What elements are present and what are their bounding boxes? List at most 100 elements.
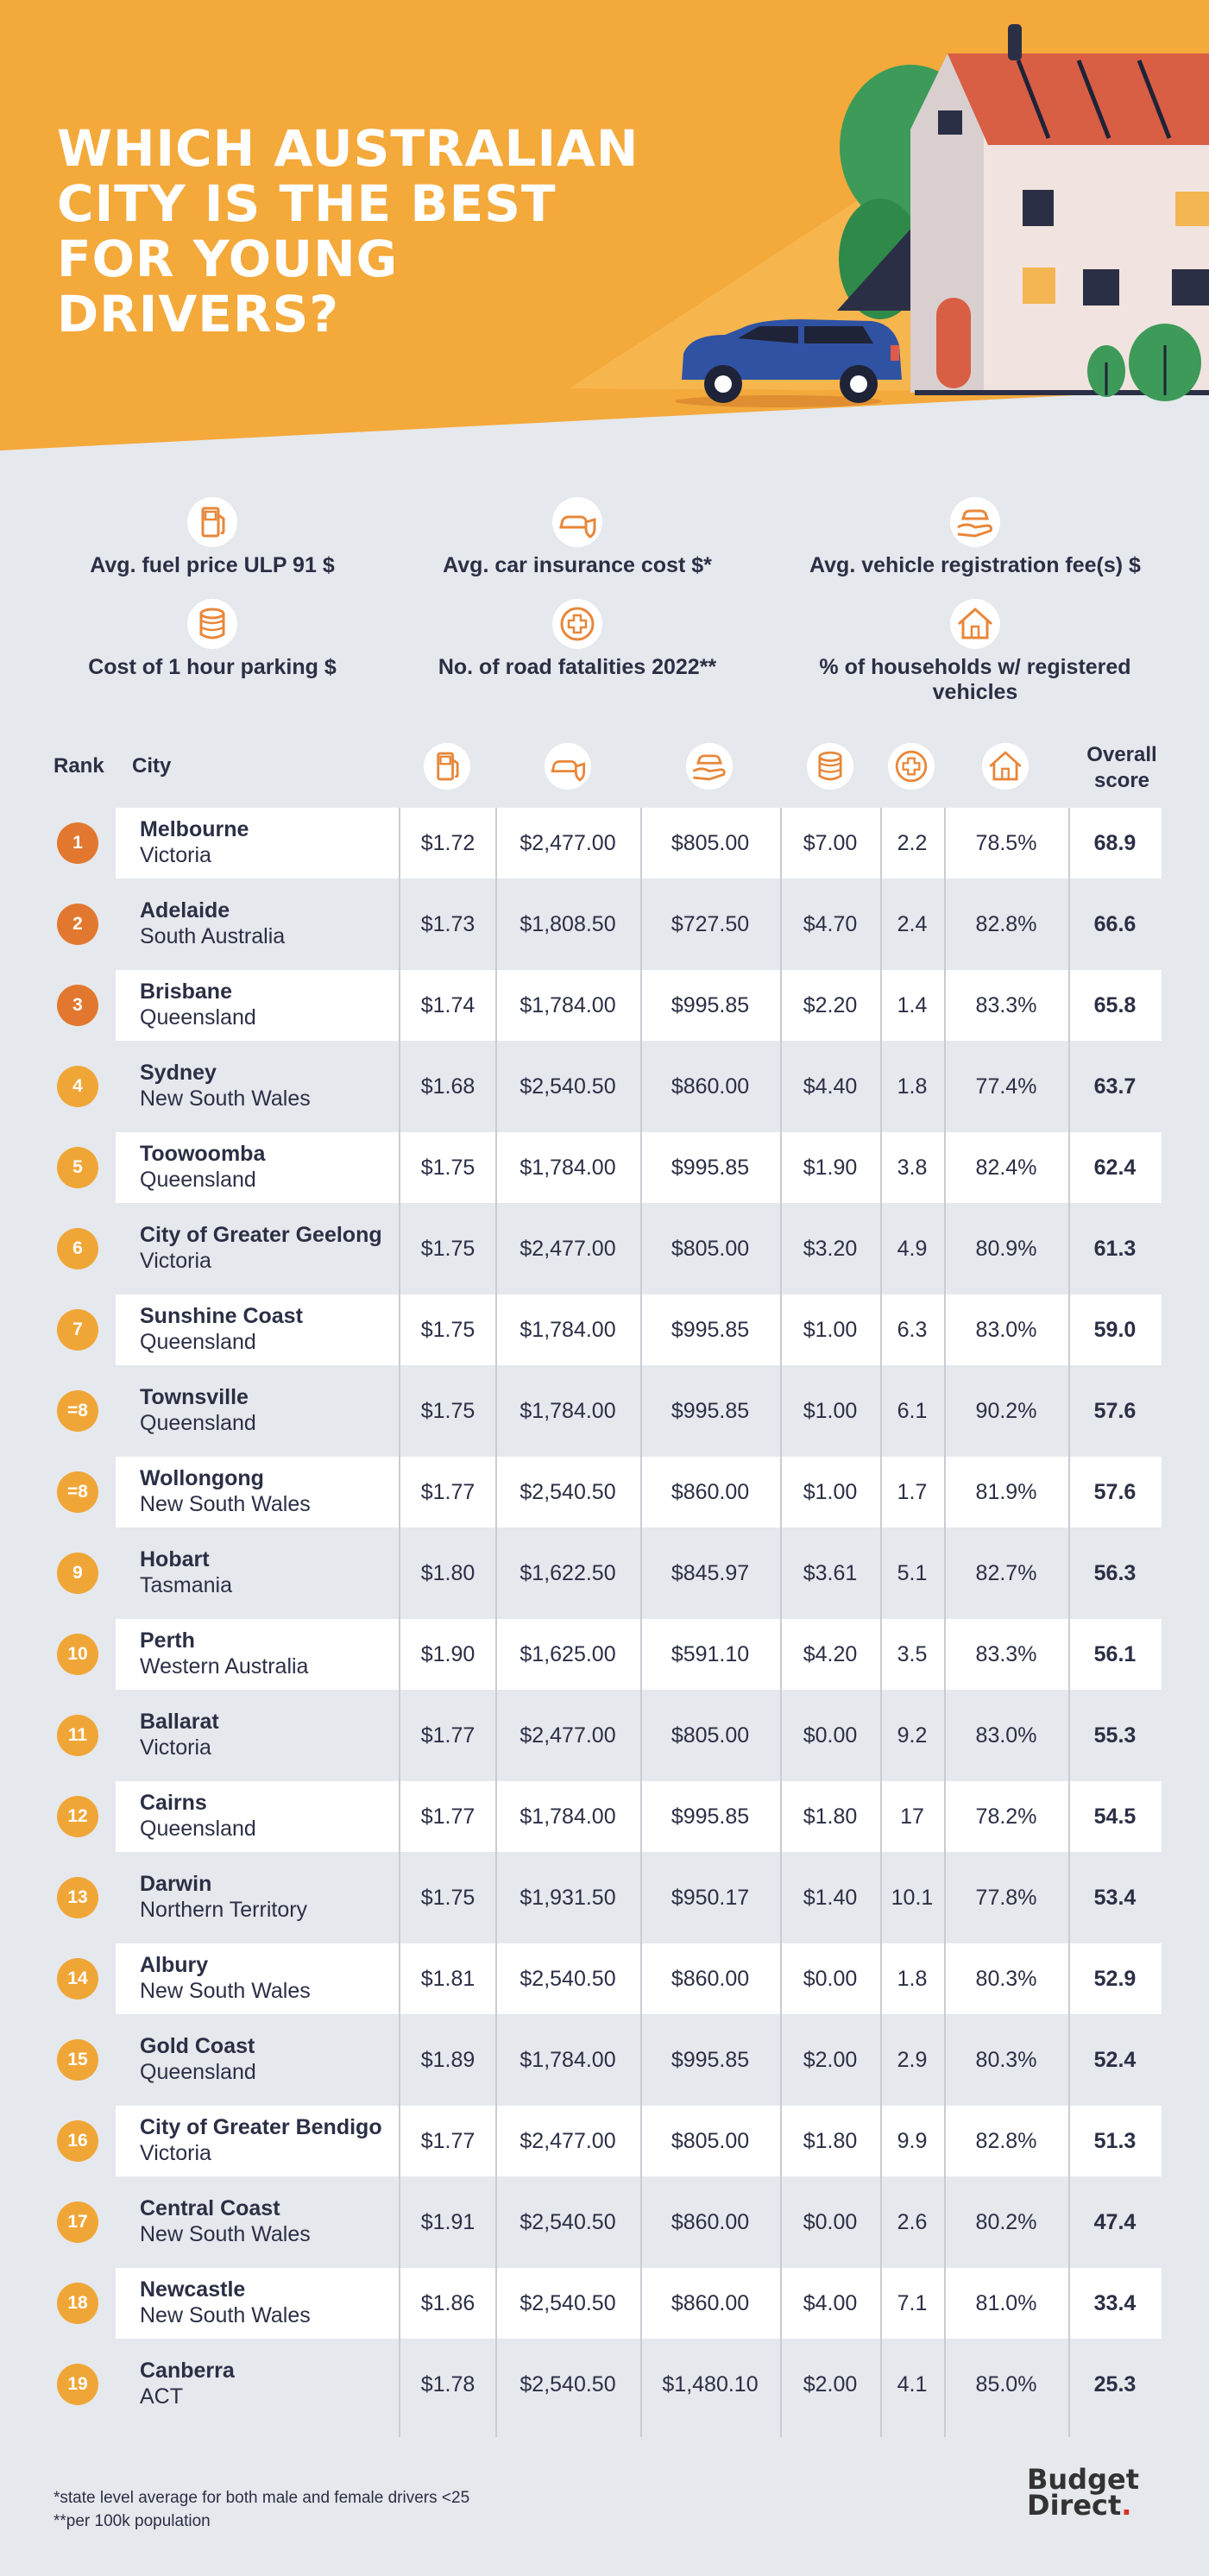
fatalities-cell: 7.1: [897, 2290, 928, 2315]
score-cell: 56.3: [1093, 1560, 1137, 1585]
fuel-cell: $1.74: [420, 992, 475, 1017]
score-cell: 68.9: [1093, 830, 1137, 855]
state-name: Western Australia: [140, 1654, 309, 1678]
table-row: Townsville Queensland $1.75 $1,784.00 $995.8…: [116, 1376, 1162, 1446]
city-cell: Brisbane Queensland: [140, 979, 256, 1030]
registration-cell: $995.85: [671, 2047, 750, 2072]
legend-label-fatalities: No. of road fatalities 2022**: [438, 655, 717, 679]
table-row: Adelaide South Australia $1.73 $1,808.50 $72…: [116, 889, 1162, 960]
insurance-cell: $1,784.00: [519, 992, 616, 1017]
parking-cell: $0.00: [803, 1966, 858, 1991]
table-row: Canberra ACT $1.78 $2,540.50 $1,480.10 $2.00 4…: [116, 2349, 1162, 2420]
insurance-cell: $1,808.50: [519, 911, 616, 936]
rank-badge: 12: [57, 1796, 98, 1837]
fuel-cell: $1.73: [420, 911, 475, 936]
city-cell: Adelaide South Australia: [140, 898, 285, 949]
state-name: New South Wales: [140, 1086, 311, 1111]
insurance-cell: $1,784.00: [519, 1155, 616, 1180]
legend-parking: Cost of 1 hour parking $: [22, 598, 402, 680]
brand-line2-text: Direct: [1027, 2489, 1122, 2522]
insurance-cell: $1,931.50: [519, 1885, 616, 1910]
car-shield-icon: [552, 497, 602, 547]
city-cell: Ballarat Victoria: [140, 1709, 219, 1760]
fatalities-cell: 4.1: [897, 2371, 928, 2396]
city-name: Brisbane: [140, 979, 232, 1004]
table-row: Hobart Tasmania $1.80 $1,622.50 $845.97 $3.61…: [116, 1538, 1162, 1609]
city-name: Sydney: [140, 1061, 217, 1085]
fuel-pump-icon: [423, 742, 471, 790]
city-cell: Melbourne Victoria: [140, 816, 249, 868]
score-cell: 52.9: [1093, 1966, 1137, 1991]
fuel-cell: $1.75: [420, 1317, 475, 1342]
coin-stack-icon: [187, 599, 237, 649]
households-cell: 83.0%: [975, 1723, 1037, 1748]
score-cell: 57.6: [1093, 1398, 1137, 1423]
insurance-cell: $2,540.50: [519, 2290, 616, 2315]
rank-badge: =8: [57, 1471, 98, 1513]
state-name: Queensland: [140, 1330, 256, 1354]
table-row: Gold Coast Queensland $1.89 $1,784.00 $995.8…: [116, 2025, 1162, 2095]
brand-line2: Direct.: [1027, 2491, 1139, 2519]
insurance-cell: $2,540.50: [519, 1479, 616, 1504]
house-icon: [981, 742, 1030, 790]
rank-badge: 16: [57, 2120, 98, 2162]
city-name: Ballarat: [140, 1710, 219, 1734]
households-cell: 77.8%: [975, 1885, 1037, 1910]
city-cell: Cairns Queensland: [140, 1790, 256, 1842]
score-cell: 33.4: [1093, 2290, 1137, 2315]
city-cell: Central Coast New South Wales: [140, 2195, 311, 2247]
fuel-cell: $1.86: [420, 2290, 475, 2315]
fuel-cell: $1.77: [420, 1723, 475, 1748]
registration-cell: $995.85: [671, 1155, 750, 1180]
fatalities-cell: 4.9: [897, 1236, 928, 1261]
car-shield-icon: [544, 742, 592, 790]
column-divider: [399, 808, 400, 2437]
table-row: Albury New South Wales $1.81 $2,540.50 $860.…: [116, 1943, 1162, 2014]
parking-cell: $1.00: [803, 1317, 858, 1342]
registration-cell: $860.00: [671, 2209, 750, 2234]
brand-line1: Budget: [1027, 2463, 1139, 2496]
medical-cross-icon: [552, 599, 602, 649]
score-cell: 61.3: [1093, 1236, 1137, 1261]
insurance-cell: $1,784.00: [519, 1317, 616, 1342]
city-cell: City of Greater Bendigo Victoria: [140, 2114, 382, 2166]
column-divider: [880, 808, 882, 2437]
rank-badge: 7: [57, 1309, 98, 1351]
state-name: Queensland: [140, 2060, 256, 2084]
parking-cell: $2.00: [803, 2371, 858, 2396]
households-cell: 80.2%: [975, 2209, 1037, 2234]
state-name: Queensland: [140, 1817, 256, 1841]
state-name: Victoria: [140, 1249, 211, 1273]
table-row: Melbourne Victoria $1.72 $2,477.00 $805.00 $7…: [116, 808, 1162, 879]
households-cell: 83.3%: [975, 992, 1037, 1017]
parking-cell: $1.80: [803, 1804, 858, 1829]
column-divider: [780, 808, 782, 2437]
city-name: Perth: [140, 1628, 195, 1653]
score-cell: 55.3: [1093, 1723, 1137, 1748]
fatalities-cell: 2.4: [897, 911, 928, 936]
rank-badge: 4: [57, 1066, 98, 1107]
fatalities-cell: 2.9: [897, 2047, 928, 2072]
fatalities-cell: 9.2: [897, 1723, 928, 1748]
house-icon: [950, 599, 1000, 649]
city-cell: Albury New South Wales: [140, 1952, 311, 2004]
registration-cell: $591.10: [671, 1641, 750, 1666]
city-cell: City of Greater Geelong Victoria: [140, 1222, 382, 1274]
fatalities-cell: 17: [900, 1804, 924, 1829]
insurance-cell: $2,540.50: [519, 2371, 616, 2396]
state-name: Victoria: [140, 843, 211, 867]
parking-cell: $4.70: [803, 911, 858, 936]
fatalities-cell: 6.1: [897, 1398, 928, 1423]
city-name: Darwin: [140, 1872, 212, 1896]
legend-registration: Avg. vehicle registration fee(s) $: [785, 496, 1165, 578]
registration-cell: $860.00: [671, 1074, 750, 1099]
rank-badge: 15: [57, 2039, 98, 2081]
city-name: Townsville: [140, 1385, 249, 1409]
city-cell: Townsville Queensland: [140, 1384, 256, 1436]
registration-cell: $995.85: [671, 1804, 750, 1829]
state-name: ACT: [140, 2384, 183, 2409]
state-name: New South Wales: [140, 1492, 311, 1516]
fatalities-cell: 5.1: [897, 1560, 928, 1585]
registration-cell: $860.00: [671, 2290, 750, 2315]
city-cell: Perth Western Australia: [140, 1628, 308, 1679]
